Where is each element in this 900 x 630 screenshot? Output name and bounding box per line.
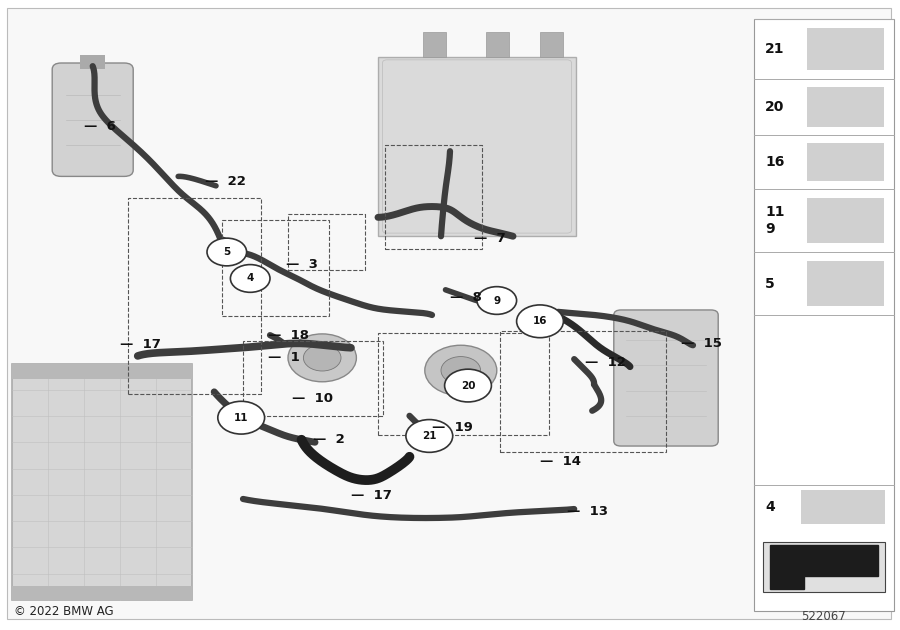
- FancyBboxPatch shape: [52, 63, 133, 176]
- Bar: [801, 490, 885, 524]
- Text: 20: 20: [461, 381, 475, 391]
- Text: —  15: — 15: [681, 337, 722, 350]
- Text: 9: 9: [493, 295, 500, 306]
- Text: —  19: — 19: [432, 421, 473, 433]
- Text: —  14: — 14: [540, 455, 581, 467]
- Text: —  3: — 3: [286, 258, 318, 271]
- Bar: [288, 214, 364, 270]
- Bar: [540, 32, 562, 57]
- Text: —  10: — 10: [292, 392, 334, 405]
- Text: —  17: — 17: [351, 490, 392, 502]
- Text: 11
9: 11 9: [765, 205, 785, 236]
- Polygon shape: [770, 545, 878, 589]
- Text: 522067: 522067: [802, 610, 846, 622]
- Bar: [80, 55, 105, 69]
- Text: 5: 5: [223, 247, 230, 257]
- Bar: [378, 333, 549, 435]
- Circle shape: [477, 287, 517, 314]
- Text: 16: 16: [765, 155, 785, 169]
- Bar: [807, 28, 884, 70]
- Text: 5: 5: [765, 277, 775, 290]
- Text: © 2022 BMW AG: © 2022 BMW AG: [14, 605, 113, 617]
- Circle shape: [441, 357, 481, 384]
- Text: 21: 21: [765, 42, 785, 56]
- Text: —  6: — 6: [84, 120, 115, 132]
- FancyBboxPatch shape: [614, 310, 718, 446]
- Text: —  7: — 7: [474, 232, 506, 244]
- Bar: [12, 364, 192, 379]
- Circle shape: [445, 369, 491, 402]
- Text: —  17: — 17: [120, 338, 160, 351]
- Bar: [128, 198, 261, 394]
- Bar: [807, 144, 884, 181]
- Text: —  12: — 12: [585, 356, 625, 369]
- Text: 20: 20: [765, 100, 785, 114]
- Bar: [486, 32, 508, 57]
- Bar: [807, 261, 884, 306]
- Circle shape: [517, 305, 563, 338]
- Text: —  1: — 1: [268, 352, 300, 364]
- Text: —  8: — 8: [450, 291, 482, 304]
- Text: —  18: — 18: [268, 329, 310, 342]
- Bar: [423, 32, 446, 57]
- Circle shape: [406, 420, 453, 452]
- Bar: [807, 87, 884, 127]
- Circle shape: [218, 401, 265, 434]
- Text: —  22: — 22: [205, 175, 246, 188]
- Text: 16: 16: [533, 316, 547, 326]
- Text: 4: 4: [247, 273, 254, 284]
- Bar: [763, 542, 885, 592]
- Bar: [385, 145, 482, 249]
- Text: 11: 11: [234, 413, 248, 423]
- Bar: [378, 57, 576, 236]
- Circle shape: [207, 238, 247, 266]
- Bar: [12, 364, 192, 600]
- Circle shape: [303, 345, 341, 371]
- Bar: [243, 341, 382, 416]
- Bar: [754, 19, 894, 611]
- Bar: [807, 198, 884, 243]
- Circle shape: [230, 265, 270, 292]
- Circle shape: [425, 345, 497, 396]
- Text: —  2: — 2: [313, 433, 345, 446]
- Text: —  13: — 13: [567, 505, 608, 518]
- Text: 21: 21: [422, 431, 436, 441]
- Bar: [500, 331, 666, 452]
- Text: 4: 4: [765, 500, 775, 514]
- Circle shape: [288, 334, 356, 382]
- Bar: [12, 586, 192, 600]
- Bar: [222, 220, 328, 316]
